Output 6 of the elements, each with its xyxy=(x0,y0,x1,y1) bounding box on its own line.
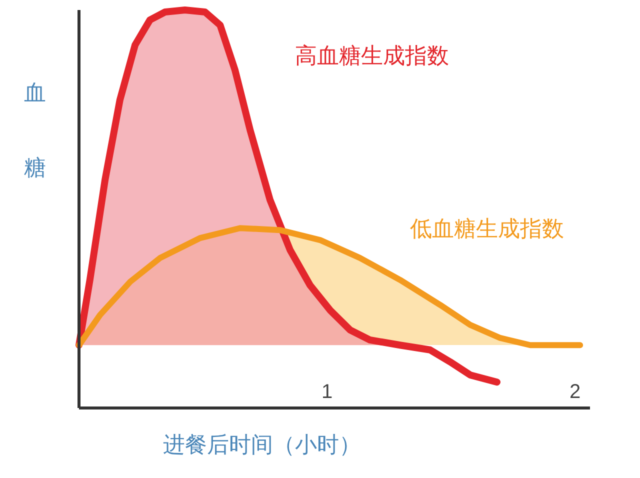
x-axis-title: 进餐后时间（小时） xyxy=(163,433,361,458)
x-tick-label: 1 xyxy=(321,381,333,403)
text: 血糖 xyxy=(24,81,46,181)
text: 高血糖生成指数 xyxy=(295,44,449,69)
x-tick-label: 2 xyxy=(570,381,581,403)
series-label: 低血糖生成指数 xyxy=(410,217,564,242)
